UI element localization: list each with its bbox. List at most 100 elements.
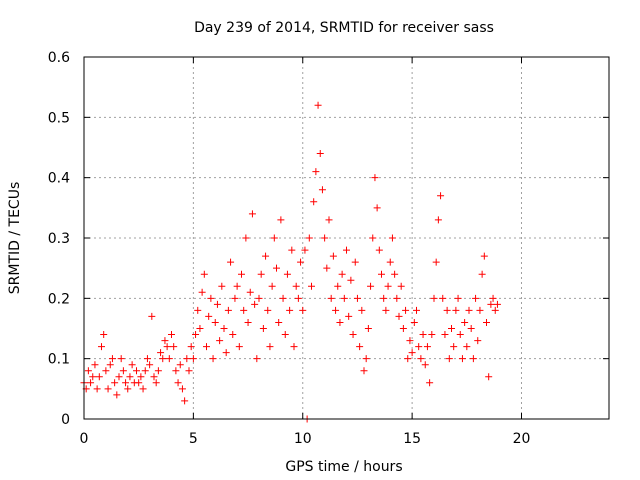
data-point: [222, 349, 230, 357]
data-point: [362, 355, 370, 363]
data-point: [227, 258, 235, 266]
data-point: [279, 294, 287, 302]
data-point: [170, 343, 178, 351]
chart-title: Day 239 of 2014, SRMTID for receiver sas…: [194, 20, 494, 36]
data-point: [323, 264, 331, 272]
data-point: [87, 379, 95, 387]
data-point: [200, 270, 208, 278]
data-point: [117, 355, 125, 363]
data-point: [286, 306, 294, 314]
data-point: [183, 355, 191, 363]
data-point: [347, 276, 355, 284]
data-point: [399, 325, 407, 332]
data-point: [242, 234, 250, 242]
data-point: [172, 367, 180, 375]
data-point: [224, 306, 232, 314]
data-point: [154, 367, 162, 375]
x-tick-label: 20: [513, 431, 531, 447]
x-tick-label: 10: [294, 431, 312, 447]
data-point: [351, 258, 359, 266]
data-point: [441, 331, 449, 339]
data-point: [251, 300, 259, 308]
data-point: [426, 379, 434, 387]
y-axis-label: SRMTID / TECUs: [7, 182, 23, 295]
data-point: [100, 331, 108, 339]
data-point: [119, 367, 127, 375]
data-point: [273, 264, 280, 272]
data-point: [275, 318, 283, 326]
data-point: [408, 349, 416, 357]
data-point: [128, 361, 136, 369]
data-point: [345, 312, 353, 320]
data-point: [294, 294, 302, 302]
data-point: [340, 294, 348, 302]
data-point: [198, 288, 206, 296]
data-point: [281, 331, 289, 339]
data-point: [176, 361, 184, 369]
data-point: [332, 306, 340, 314]
data-point: [439, 294, 447, 302]
data-point: [255, 294, 263, 302]
data-point: [312, 168, 320, 176]
data-point: [434, 216, 442, 224]
gridlines: [84, 57, 609, 419]
data-point: [196, 325, 204, 332]
data-point: [124, 385, 132, 393]
data-point: [310, 198, 318, 206]
data-point: [133, 367, 140, 375]
data-point: [148, 312, 156, 320]
data-point: [253, 355, 261, 363]
data-point: [108, 355, 116, 363]
data-point: [443, 306, 451, 314]
data-point: [91, 361, 99, 369]
data-point: [277, 216, 285, 224]
data-point: [150, 373, 158, 381]
data-point: [367, 282, 375, 290]
data-point: [292, 282, 300, 290]
x-axis-label: GPS time / hours: [285, 459, 402, 475]
data-point: [373, 204, 381, 212]
data-point: [338, 270, 346, 278]
data-point: [122, 379, 130, 387]
data-point: [203, 343, 210, 351]
data-point: [104, 385, 112, 393]
data-point: [192, 331, 200, 339]
data-point: [141, 367, 149, 375]
data-point: [432, 258, 440, 266]
data-point: [305, 234, 313, 242]
data-point: [448, 325, 455, 332]
data-point: [187, 343, 195, 351]
data-point: [382, 306, 390, 314]
data-point: [93, 385, 101, 393]
data-point: [474, 337, 482, 345]
data-point: [334, 282, 342, 290]
x-tick-label: 5: [189, 431, 198, 447]
data-point: [95, 373, 103, 381]
data-point: [421, 361, 429, 369]
data-point: [321, 234, 329, 242]
data-points: [80, 101, 501, 423]
data-point: [157, 349, 165, 357]
data-point: [437, 192, 445, 200]
data-point: [480, 252, 488, 260]
data-point: [102, 367, 110, 375]
data-point: [163, 343, 171, 351]
data-point: [375, 246, 383, 254]
data-point: [410, 318, 418, 326]
data-point: [415, 343, 423, 351]
data-point: [266, 343, 274, 351]
data-point: [384, 282, 392, 290]
data-point: [472, 294, 480, 302]
data-point: [84, 367, 92, 375]
data-point: [240, 306, 248, 314]
data-point: [461, 318, 469, 326]
data-point: [329, 252, 337, 260]
data-point: [231, 294, 239, 302]
data-point: [146, 361, 154, 369]
data-point: [126, 373, 134, 381]
data-point: [386, 258, 394, 266]
data-point: [181, 397, 189, 405]
data-point: [259, 325, 267, 332]
data-point: [349, 331, 357, 339]
